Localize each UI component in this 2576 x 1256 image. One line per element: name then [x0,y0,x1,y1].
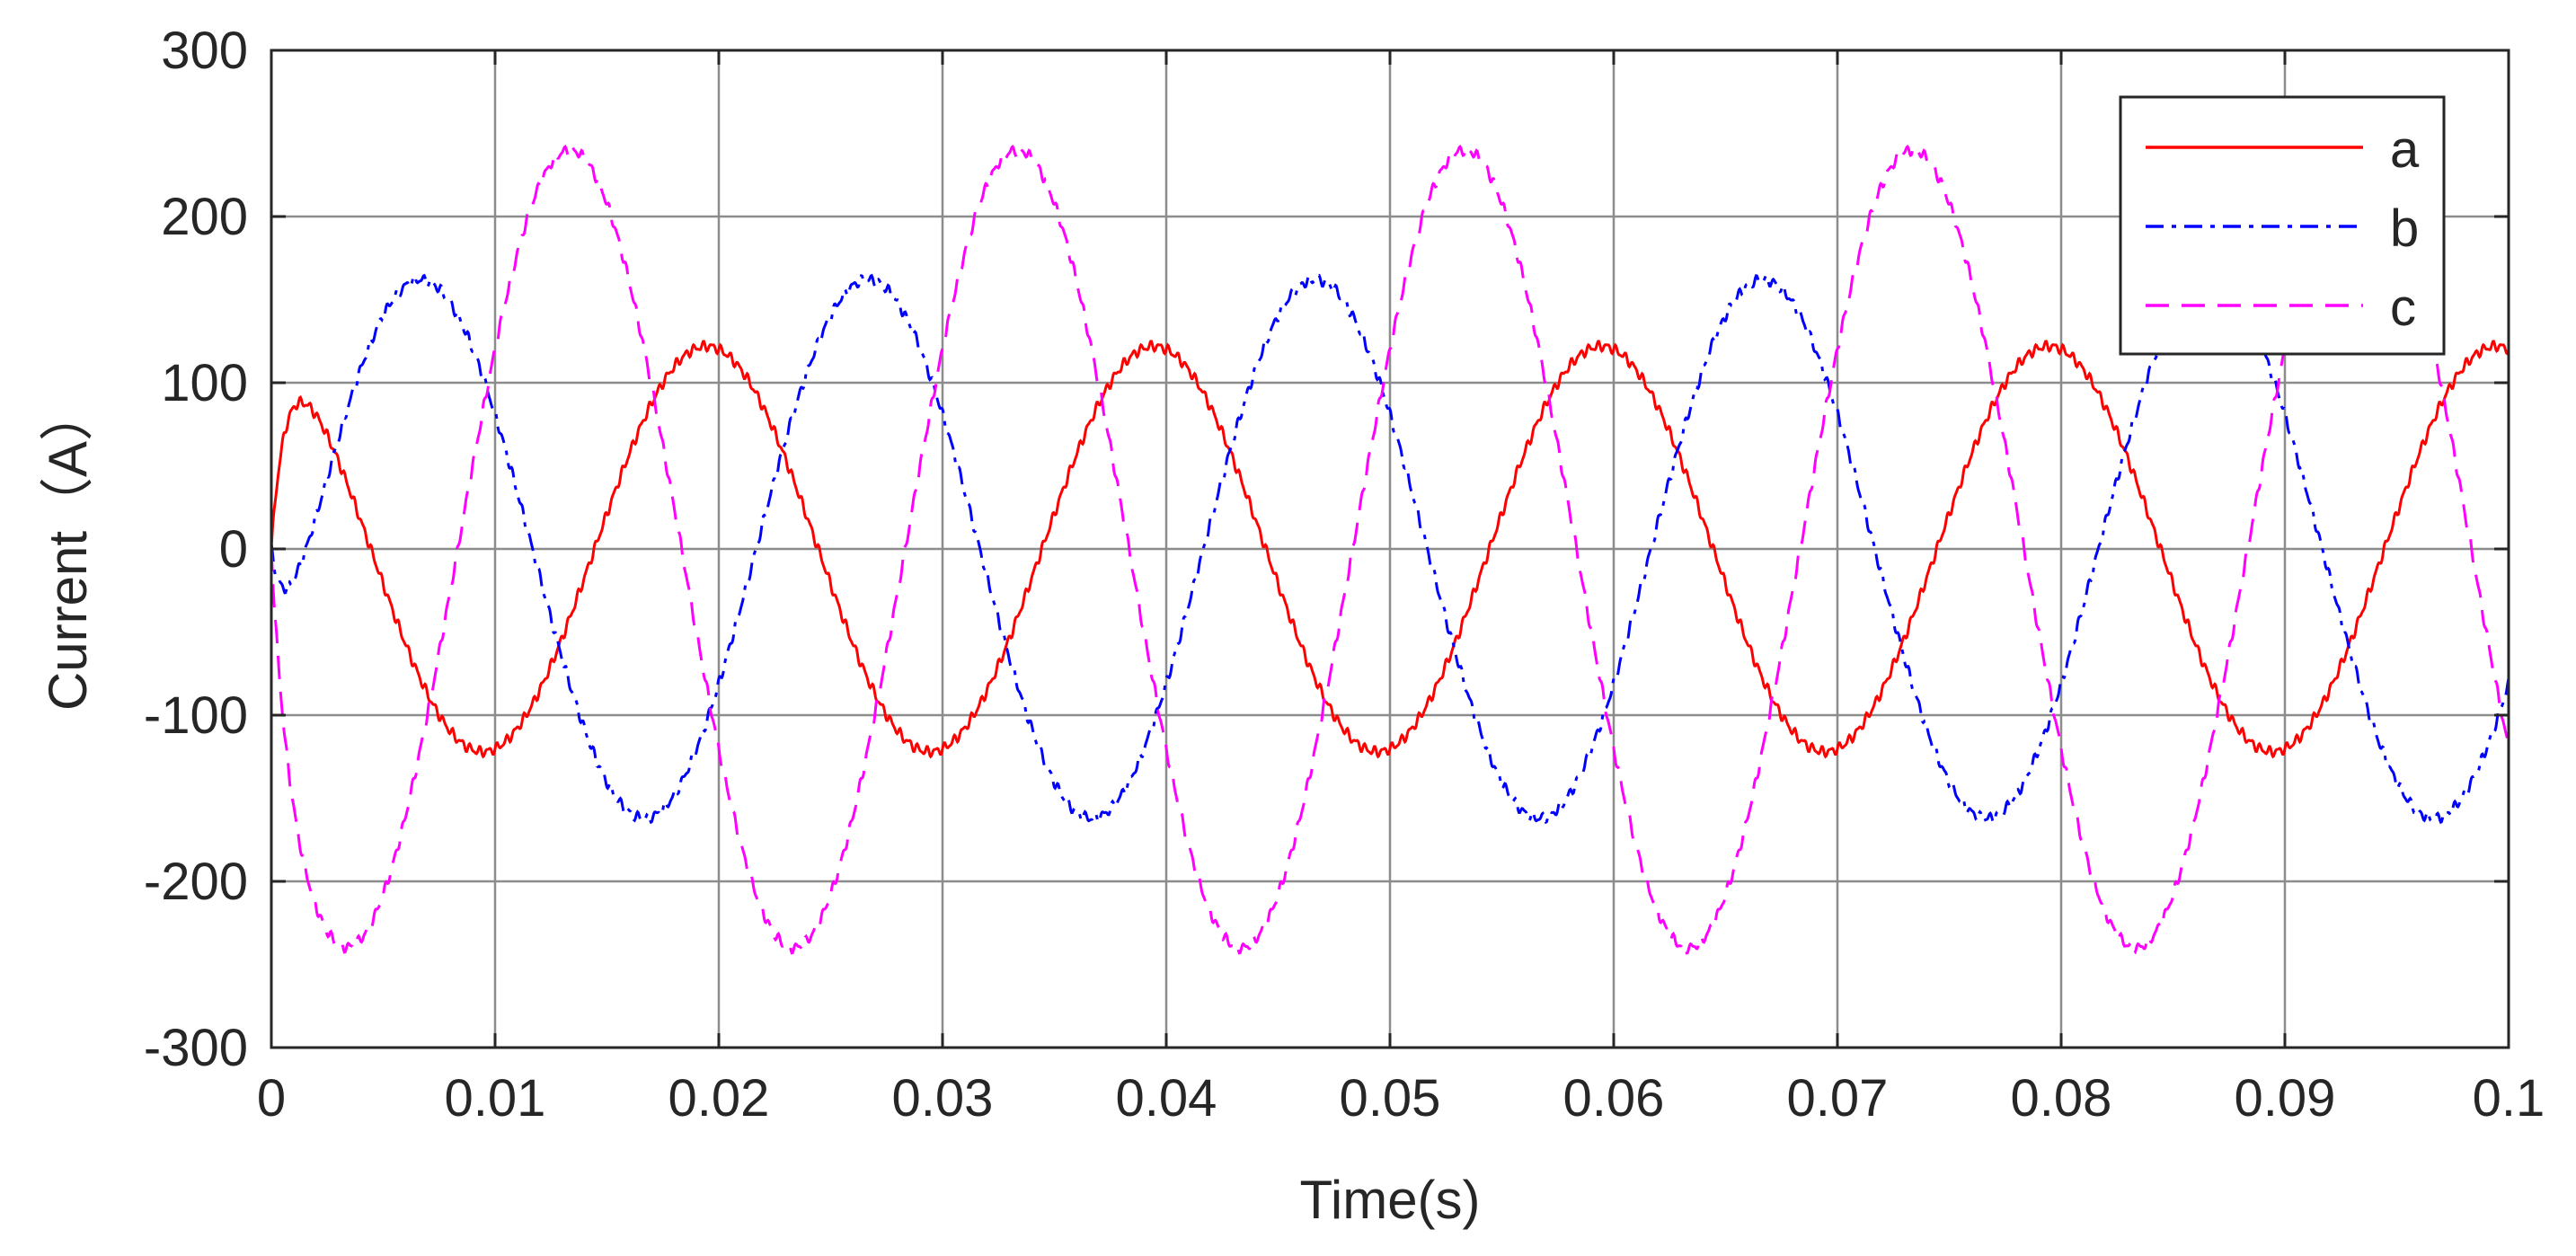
x-tick-label: 0.07 [1787,1069,1889,1128]
series-line-a [271,340,2509,759]
x-tick-label: 0.02 [668,1069,770,1128]
legend-label-b: b [2390,199,2419,258]
y-tick-label: 300 [161,22,248,80]
y-tick-label: 0 [219,520,248,579]
x-tick-label: 0.09 [2235,1069,2336,1128]
y-tick-label: -300 [144,1019,248,1077]
y-tick-label: -100 [144,686,248,745]
x-tick-label: 0.04 [1116,1069,1217,1128]
x-tick-label: 0.1 [2473,1069,2545,1128]
series-line-b [271,273,2509,825]
x-tick-label: 0.05 [1340,1069,1441,1128]
x-tick-label: 0.01 [445,1069,546,1128]
y-tick-labels: 300 200 100 0 -100 -200 -300 [144,22,248,1077]
y-tick-label: 200 [161,188,248,246]
x-tick-label: 0.06 [1563,1069,1665,1128]
y-tick-label: 100 [161,354,248,412]
y-tick-label: -200 [144,853,248,911]
x-tick-label: 0 [257,1069,286,1128]
legend: abc [2119,95,2446,356]
legend-label-c: c [2390,279,2416,337]
series-layer [271,144,2509,955]
series-line-c [271,144,2509,955]
x-axis-label: Time(s) [1299,1170,1480,1230]
x-tick-label: 0.08 [2011,1069,2112,1128]
x-tick-label: 0.03 [892,1069,994,1128]
x-tick-labels: 0 0.01 0.02 0.03 0.04 0.05 0.06 0.07 0.08 0.09 0.1 [257,1069,2545,1128]
axis-ticks [270,49,2510,1049]
legend-label-a: a [2390,120,2420,179]
y-axis-label: Current（A） [38,387,98,711]
